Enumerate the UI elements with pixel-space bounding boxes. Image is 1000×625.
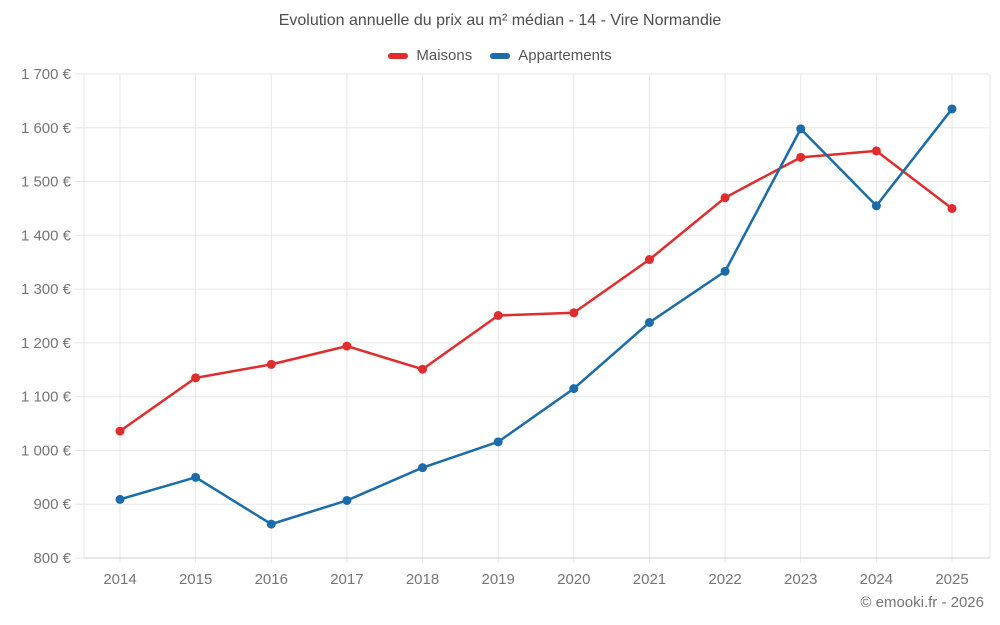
appartements-swatch-icon — [490, 52, 511, 59]
appartements-point-2023[interactable] — [796, 124, 806, 134]
y-tick-label: 1 300 € — [21, 281, 72, 298]
x-tick-label: 2014 — [103, 571, 136, 588]
maisons-point-2023[interactable] — [796, 152, 806, 162]
appartements-point-2021[interactable] — [644, 317, 654, 327]
x-tick-label: 2017 — [330, 571, 363, 588]
y-tick-label: 1 100 € — [21, 389, 72, 406]
x-tick-label: 2019 — [481, 571, 514, 588]
legend-item-appartements[interactable]: Appartements — [490, 47, 612, 64]
y-tick-label: 800 € — [33, 550, 71, 567]
chart-legend: Maisons Appartements — [0, 47, 1000, 64]
appartements-point-2014[interactable] — [115, 494, 125, 504]
y-tick-label: 1 500 € — [21, 174, 72, 191]
appartements-point-2017[interactable] — [342, 495, 352, 505]
chart-title: Evolution annuelle du prix au m² médian … — [278, 12, 722, 29]
appartements-point-2018[interactable] — [418, 463, 428, 473]
maisons-point-2016[interactable] — [266, 359, 276, 369]
y-tick-label: 1 700 € — [21, 66, 72, 83]
y-tick-label: 1 000 € — [21, 442, 72, 459]
appartements-point-2019[interactable] — [493, 437, 503, 447]
maisons-point-2017[interactable] — [342, 341, 352, 351]
x-tick-label: 2023 — [784, 571, 817, 588]
legend-label-maisons: Maisons — [416, 47, 473, 64]
appartements-point-2024[interactable] — [871, 201, 881, 211]
x-tick-label: 2025 — [935, 571, 968, 588]
x-tick-label: 2021 — [633, 571, 666, 588]
y-tick-label: 1 400 € — [21, 227, 72, 244]
maisons-point-2022[interactable] — [720, 193, 730, 203]
appartements-point-2025[interactable] — [947, 104, 957, 114]
appartements-point-2022[interactable] — [720, 266, 730, 276]
maisons-point-2014[interactable] — [115, 426, 125, 436]
y-tick-label: 1 600 € — [21, 120, 72, 137]
appartements-point-2020[interactable] — [569, 384, 579, 394]
x-tick-label: 2022 — [708, 571, 741, 588]
x-tick-label: 2016 — [255, 571, 288, 588]
y-tick-label: 900 € — [33, 496, 71, 513]
maisons-swatch-icon — [388, 52, 409, 59]
copyright: © emooki.fr - 2026 — [860, 594, 984, 611]
maisons-point-2015[interactable] — [191, 373, 201, 383]
appartements-point-2015[interactable] — [191, 472, 201, 482]
maisons-point-2025[interactable] — [947, 203, 957, 213]
maisons-point-2019[interactable] — [493, 310, 503, 320]
maisons-point-2018[interactable] — [418, 364, 428, 374]
maisons-point-2020[interactable] — [569, 308, 579, 318]
x-tick-label: 2018 — [406, 571, 439, 588]
x-tick-label: 2020 — [557, 571, 590, 588]
appartements-point-2016[interactable] — [266, 519, 276, 529]
y-tick-label: 1 200 € — [21, 335, 72, 352]
maisons-line — [118, 149, 954, 433]
legend-item-maisons[interactable]: Maisons — [388, 47, 472, 64]
maisons-point-2021[interactable] — [644, 255, 654, 265]
x-tick-label: 2015 — [179, 571, 212, 588]
legend-label-appartements: Appartements — [518, 47, 612, 64]
x-tick-label: 2024 — [860, 571, 893, 588]
appartements-line — [118, 107, 954, 526]
maisons-point-2024[interactable] — [871, 146, 881, 156]
